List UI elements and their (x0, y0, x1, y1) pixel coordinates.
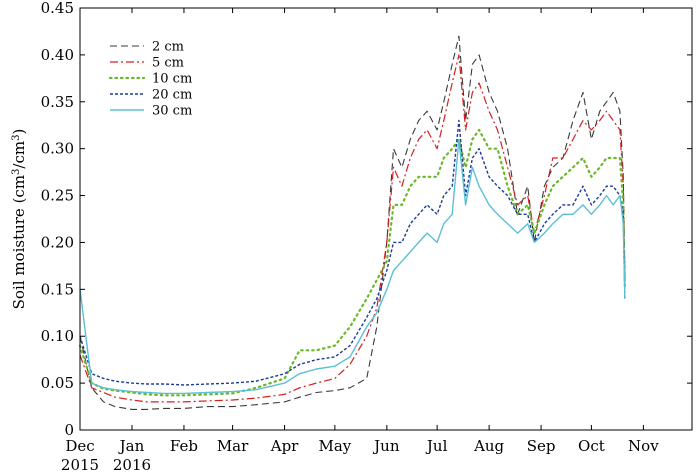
y-axis-label-mid: /cm (10, 141, 28, 169)
series-layer (78, 35, 627, 410)
legend-label: 10 cm (152, 72, 192, 87)
legend-label: 5 cm (152, 56, 184, 71)
y-axis-label-sup2: 3 (11, 135, 22, 141)
x-tick-label: Apr (270, 437, 299, 455)
series-line-30-cm (79, 138, 626, 395)
x-tick-label: Feb (170, 437, 198, 455)
y-axis-label-sup1: 3 (11, 169, 22, 175)
y-tick-label: 0.15 (41, 280, 74, 298)
x-tick-year-label: 2016 (113, 456, 151, 473)
plot-frame (79, 7, 693, 431)
legend-label: 30 cm (152, 104, 192, 119)
series-line-10-cm (78, 128, 627, 397)
y-tick-label: 0 (64, 421, 74, 439)
x-tick-label: Jun (372, 437, 400, 455)
series-line-20-cm (79, 119, 626, 386)
x-tick-label: Sep (527, 437, 556, 455)
x-tick-label: Jul (425, 437, 448, 455)
y-axis-label: Soil moisture (cm3/cm3) (10, 129, 28, 310)
axes-layer: 0 0.05 0.10 0.15 0.20 0.25 0.30 0.35 0.40 0.45 Dec… (41, 0, 692, 473)
x-tick-year-label: 2015 (61, 456, 99, 473)
y-tick-label: 0.30 (41, 140, 74, 158)
legend-label: 20 cm (152, 88, 192, 103)
x-tick-label: Oct (578, 437, 605, 455)
series-line-5-cm (79, 54, 626, 403)
x-tick-label: Dec (65, 437, 94, 455)
x-tick-label: Jan (118, 437, 145, 455)
x-tick-label: Nov (628, 437, 659, 455)
y-tick-label: 0.25 (41, 187, 74, 205)
y-axis-label-main: Soil moisture (cm (10, 175, 28, 309)
y-tick-label: 0.35 (41, 93, 74, 111)
y-tick-label: 0.40 (41, 46, 74, 64)
y-tick-label: 0.20 (41, 233, 74, 251)
series-line-2-cm (79, 35, 626, 410)
y-tick-label: 0.45 (41, 0, 74, 17)
x-tick-label: Aug (473, 437, 504, 455)
y-tick-label: 0.05 (41, 374, 74, 392)
x-tick-label: May (318, 437, 351, 455)
y-tick-label: 0.10 (41, 327, 74, 345)
y-axis-label-end: ) (10, 129, 28, 135)
x-tick-label: Mar (217, 437, 249, 455)
legend-label: 2 cm (152, 40, 184, 55)
